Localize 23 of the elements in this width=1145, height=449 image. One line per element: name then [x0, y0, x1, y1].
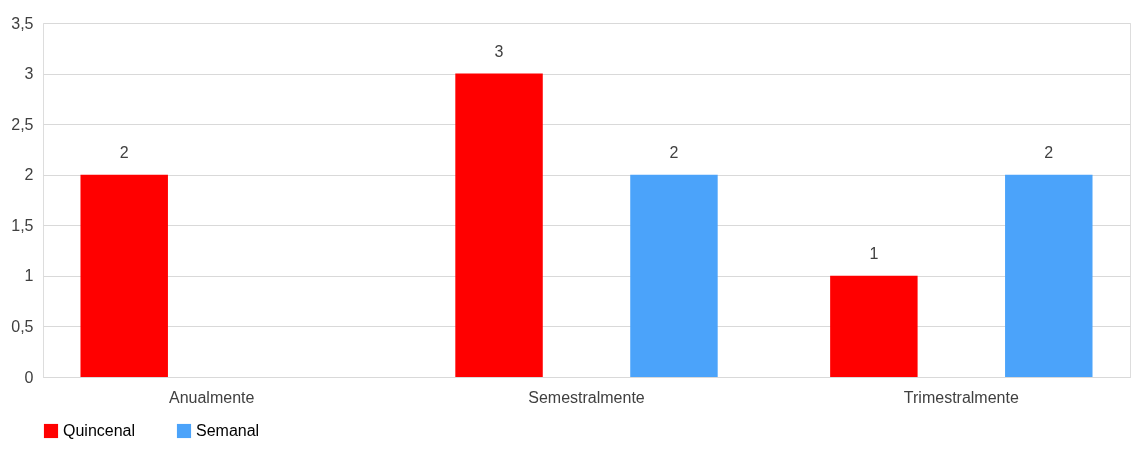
data-label: 2 — [119, 143, 129, 161]
y-tick-label: 1,5 — [11, 216, 34, 234]
y-tick-label: 0 — [24, 368, 34, 386]
x-tick-label: Anualmente — [168, 388, 255, 406]
bar — [830, 275, 918, 377]
y-tick-label: 1 — [24, 267, 34, 285]
data-label: 3 — [494, 42, 504, 60]
y-tick-label: 2,5 — [11, 115, 34, 133]
x-tick-label: Trimestralmente — [903, 388, 1019, 406]
bar — [80, 174, 168, 377]
legend-label: Quincenal — [63, 422, 136, 439]
y-tick-label: 3 — [24, 65, 34, 83]
y-tick-label: 3,5 — [11, 14, 34, 32]
x-tick-label: Semestralmente — [528, 388, 645, 406]
legend-label: Semanal — [196, 422, 260, 439]
bar — [630, 174, 718, 377]
y-tick-label: 0,5 — [11, 317, 34, 335]
data-label: 1 — [869, 244, 879, 262]
bar — [455, 73, 543, 377]
bar — [1005, 174, 1093, 377]
data-label: 2 — [669, 143, 679, 161]
data-label: 2 — [1044, 143, 1054, 161]
y-tick-label: 2 — [24, 166, 34, 184]
